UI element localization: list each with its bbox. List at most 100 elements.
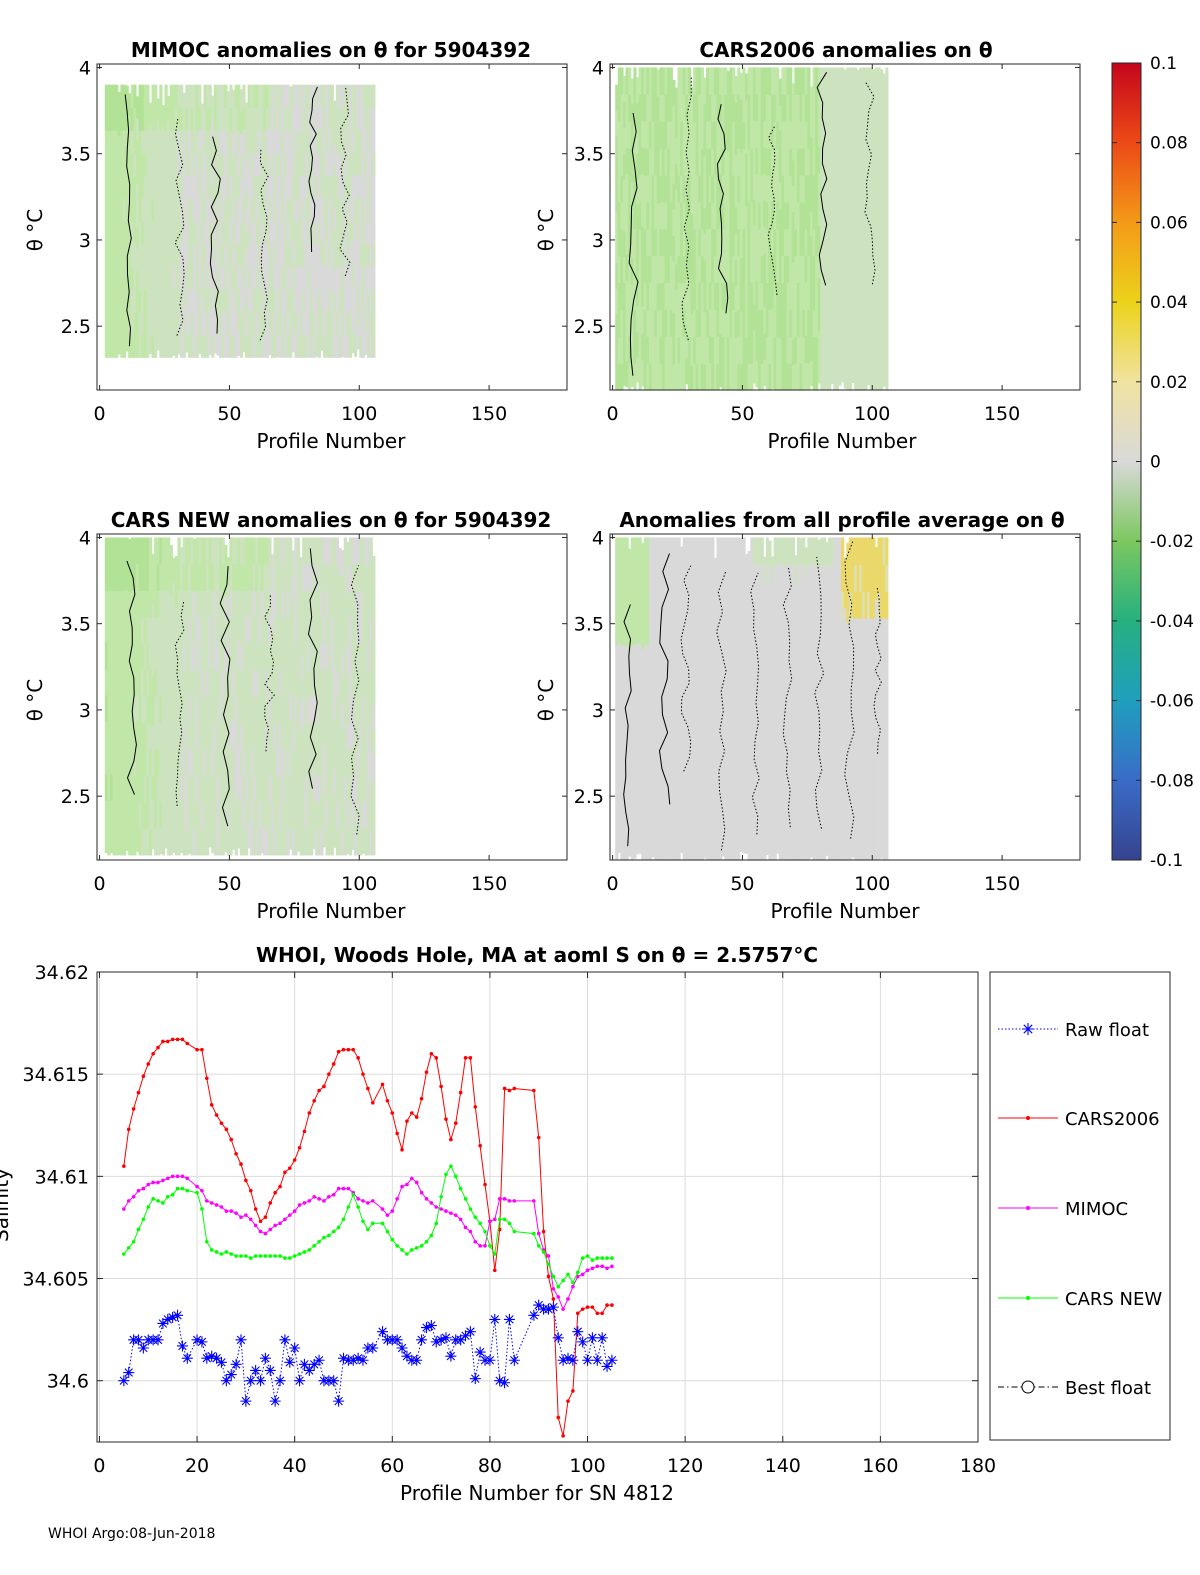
anomaly-cell [317, 107, 321, 131]
anomaly-cell [854, 618, 858, 646]
anomaly-cell [161, 168, 166, 190]
anomaly-cell [752, 277, 757, 305]
anomaly-cell [141, 669, 145, 697]
anomaly-cell [281, 537, 285, 565]
anomaly-cell [180, 623, 184, 650]
anomaly-cell [260, 668, 264, 696]
anomaly-cell [680, 67, 684, 95]
anomaly-cell [755, 200, 759, 228]
anomaly-cell [273, 537, 277, 565]
anomaly-cell [885, 121, 889, 149]
anomaly-cell [815, 618, 819, 646]
anomaly-cell [776, 309, 780, 337]
anomaly-cell [174, 198, 179, 222]
anomaly-cell [755, 280, 759, 308]
anomaly-cell [351, 173, 355, 197]
anomaly-cell [364, 219, 368, 243]
anomaly-cell [242, 801, 246, 829]
anomaly-cell [180, 311, 184, 336]
anomaly-cell [659, 833, 663, 861]
anomaly-cell [268, 616, 272, 644]
anomaly-cell [664, 537, 668, 565]
anomaly-cell [828, 228, 832, 257]
anomaly-cell [843, 255, 847, 283]
anomaly-cell [343, 311, 347, 336]
anomaly-cell [260, 130, 264, 154]
anomaly-cell [112, 266, 116, 290]
anomaly-cell [265, 643, 269, 671]
anomaly-cell [167, 563, 171, 591]
anomaly-cell [172, 174, 176, 198]
anomaly-cell [130, 669, 134, 697]
anomaly-cell [213, 537, 218, 565]
anomaly-cell [148, 537, 153, 565]
anomaly-cell [703, 233, 707, 261]
anomaly-cell [682, 336, 686, 364]
anomaly-cell [226, 631, 231, 658]
anomaly-cell [817, 67, 821, 95]
anomaly-cell [234, 775, 238, 803]
anomaly-cell [646, 255, 650, 284]
anomaly-cell [351, 196, 355, 220]
anomaly-cell [628, 228, 632, 257]
anomaly-cell [141, 175, 145, 199]
anomaly-cell [794, 834, 798, 861]
anomaly-cell [742, 747, 746, 775]
anomaly-cell [825, 542, 829, 569]
anomaly-cell [120, 152, 124, 177]
anomaly-cell [206, 220, 210, 245]
anomaly-cell [648, 698, 653, 727]
anomaly-cell [138, 107, 142, 131]
anomaly-cell [846, 648, 850, 676]
anomaly-cell [341, 829, 345, 856]
anomaly-cell [677, 618, 681, 646]
anomaly-cell [174, 84, 179, 109]
anomaly-cell [729, 201, 733, 230]
anomaly-cell [211, 589, 215, 617]
anomaly-cell [203, 175, 207, 199]
anomaly-cell [664, 67, 668, 95]
anomaly-cell [161, 801, 166, 829]
anomaly-cell [156, 182, 160, 204]
anomaly-cell [859, 201, 863, 230]
anomaly-cell [328, 696, 332, 724]
anomaly-cell [706, 201, 710, 230]
anomaly-cell [778, 312, 782, 339]
anomaly-cell [633, 671, 637, 699]
anomaly-cell [211, 270, 215, 293]
anomaly-cell [148, 749, 153, 777]
anomaly-cell [330, 775, 334, 803]
anomaly-cell [789, 363, 793, 391]
anomaly-cell [291, 218, 295, 242]
anomaly-cell [763, 306, 767, 334]
anomaly-cell [174, 220, 179, 245]
anomaly-cell [661, 228, 666, 257]
anomaly-cell [130, 130, 134, 154]
anomaly-cell [659, 67, 663, 95]
anomaly-cell [752, 251, 757, 279]
anomaly-cell [685, 644, 689, 673]
anomaly-cell [369, 749, 373, 777]
anomaly-cell [174, 266, 179, 290]
anomaly-cell [625, 591, 629, 619]
anomaly-cell [820, 309, 824, 337]
anomaly-cell [630, 206, 634, 233]
anomaly-cell [203, 722, 207, 750]
anomaly-cell [750, 121, 754, 149]
anomaly-cell [325, 537, 329, 565]
anomaly-cell [786, 806, 790, 834]
anomaly-cell [661, 282, 666, 310]
anomaly-cell [711, 618, 715, 646]
anomaly-cell [796, 336, 801, 364]
anomaly-cell [737, 148, 741, 176]
anomaly-cell [672, 698, 676, 727]
anomaly-cell [783, 833, 788, 861]
anomaly-cell [809, 803, 814, 831]
anomaly-cell [229, 563, 233, 591]
anomaly-cell [747, 808, 751, 835]
anomaly-cell [734, 259, 738, 286]
anomaly-cell [617, 799, 621, 827]
anomaly-cell [156, 119, 160, 142]
anomaly-cell [159, 695, 163, 723]
anomaly-cell [630, 644, 634, 672]
